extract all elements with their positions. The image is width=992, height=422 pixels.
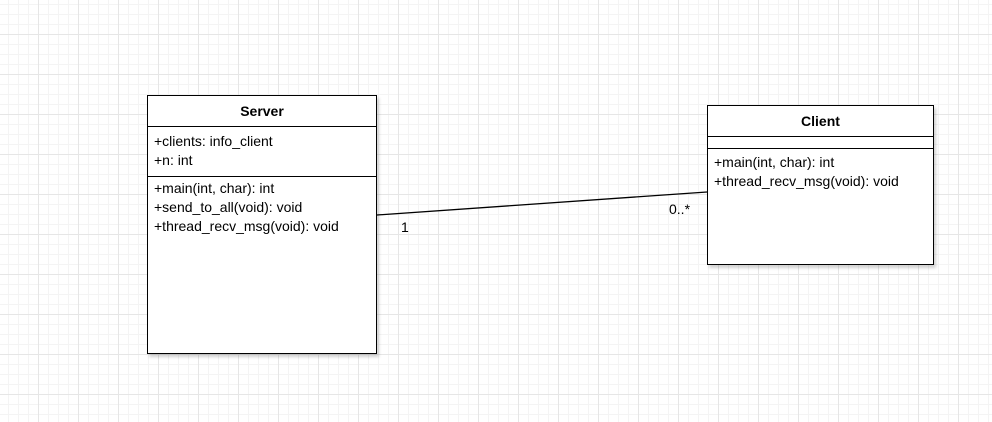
- server-attribute[interactable]: +clients: info_client: [154, 133, 273, 149]
- server-class-box[interactable]: Server +clients: info_client +n: int +ma…: [147, 95, 377, 354]
- client-operations-section: +main(int, char): int +thread_recv_msg(v…: [708, 149, 933, 195]
- server-operation[interactable]: +thread_recv_msg(void): void: [154, 218, 339, 234]
- server-attribute[interactable]: +n: int: [154, 152, 193, 168]
- client-operation[interactable]: +thread_recv_msg(void): void: [714, 173, 899, 189]
- server-class-name: Server: [148, 96, 376, 127]
- server-multiplicity-label[interactable]: 1: [401, 219, 409, 235]
- server-operations-section: +main(int, char): int +send_to_all(void)…: [148, 177, 376, 240]
- client-attributes-section: [708, 137, 933, 149]
- client-class-name: Client: [708, 106, 933, 137]
- server-operation[interactable]: +send_to_all(void): void: [154, 199, 303, 215]
- client-class-box[interactable]: Client +main(int, char): int +thread_rec…: [707, 105, 934, 265]
- server-attributes-section: +clients: info_client +n: int: [148, 127, 376, 177]
- client-operation[interactable]: +main(int, char): int: [714, 154, 835, 170]
- association-line[interactable]: [376, 191, 708, 216]
- client-multiplicity-label[interactable]: 0..*: [669, 201, 691, 217]
- server-operation[interactable]: +main(int, char): int: [154, 180, 275, 196]
